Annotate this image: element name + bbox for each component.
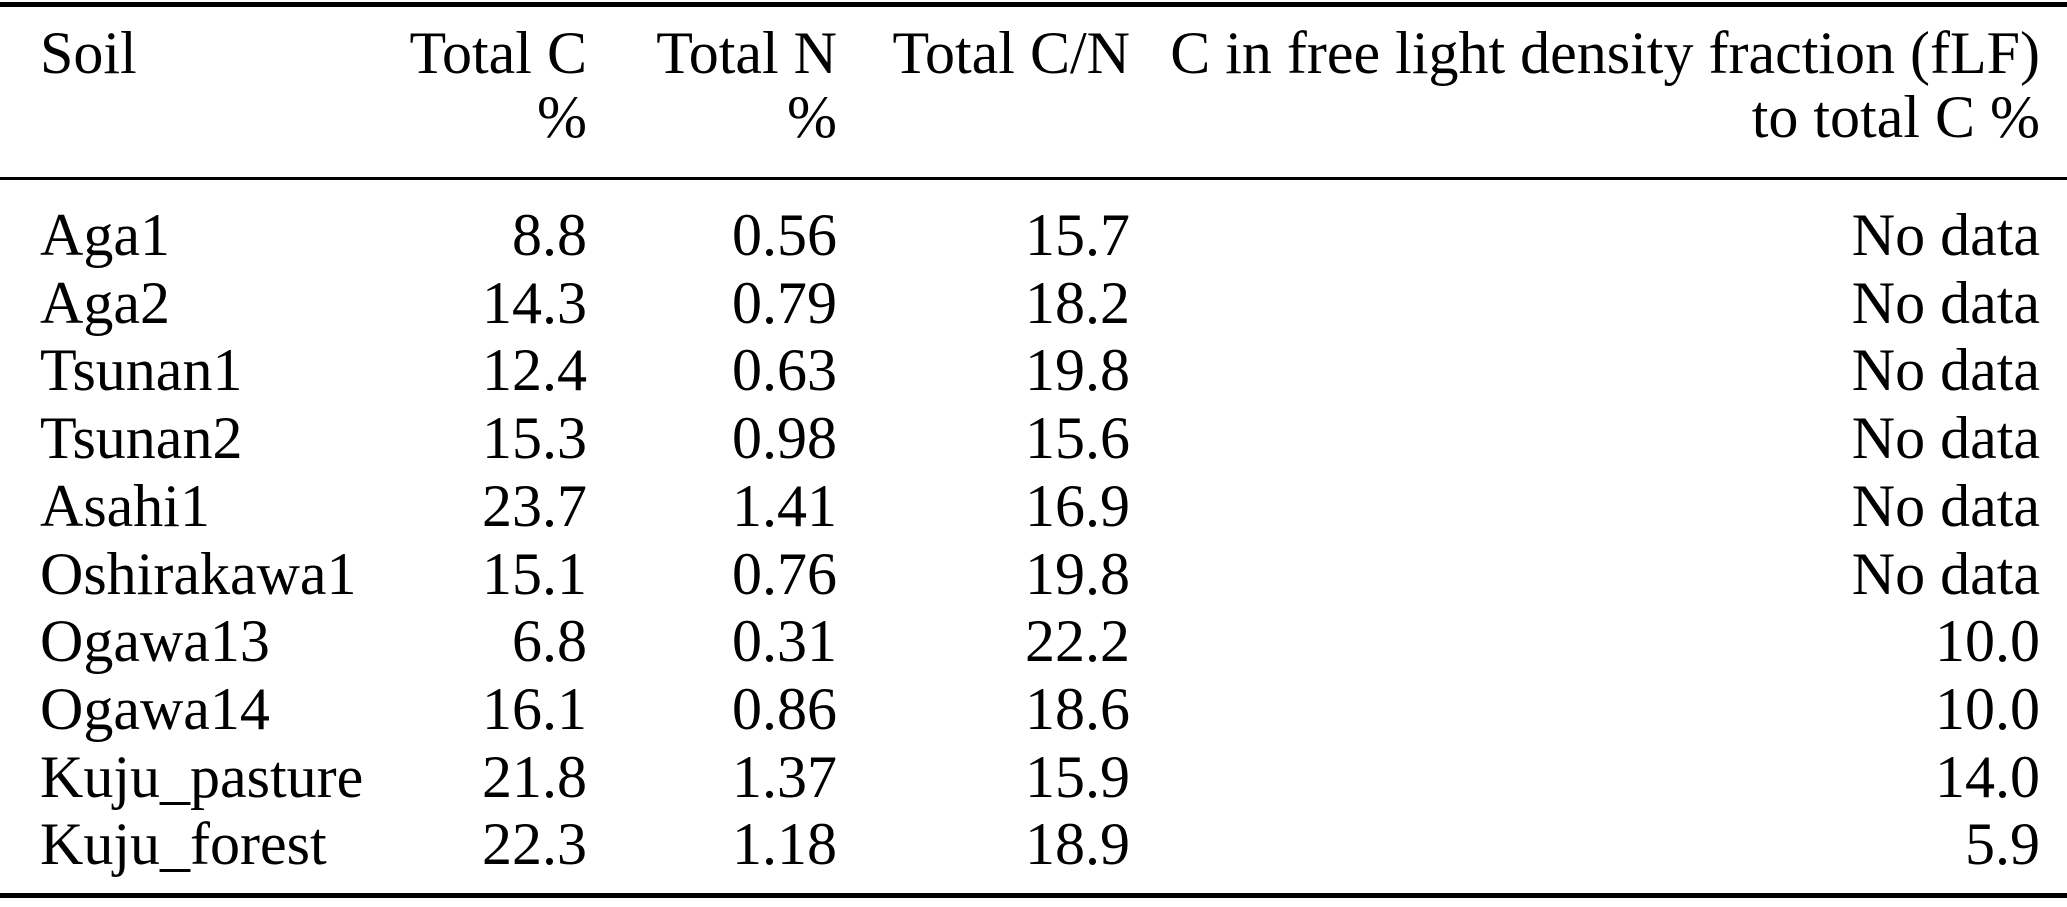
header-total-cn-unit	[837, 85, 1130, 179]
cell-total-n: 0.79	[732, 269, 837, 336]
cell-total-n: 0.56	[732, 202, 837, 268]
cell-soil: Aga1	[40, 202, 170, 268]
cell-total-cn: 16.9	[1025, 472, 1130, 539]
cell-soil: Ogawa13	[40, 608, 270, 675]
cell-soil: Ogawa14	[40, 675, 270, 742]
cell-total-c: 6.8	[512, 608, 587, 675]
cell-flf: No data	[1851, 202, 2040, 268]
header-row-2: % % to total C %	[0, 85, 2067, 179]
cell-soil: Asahi1	[40, 472, 210, 539]
cell-total-n: 0.63	[732, 337, 837, 404]
cell-total-cn: 22.2	[1025, 608, 1130, 675]
table-row: Kuju_pasture 21.8 1.37 15.9 14.0	[0, 744, 2067, 812]
header-soil: Soil	[40, 20, 137, 86]
cell-total-cn: 19.8	[1025, 540, 1130, 607]
cell-total-n: 1.18	[732, 811, 837, 878]
table-row: Aga1 8.8 0.56 15.7 No data	[0, 179, 2067, 270]
cell-total-n: 0.31	[732, 608, 837, 675]
cell-flf: No data	[1851, 472, 2040, 539]
cell-total-n: 1.41	[732, 472, 837, 539]
cell-total-c: 12.4	[482, 337, 587, 404]
table-row: Aga2 14.3 0.79 18.2 No data	[0, 270, 2067, 338]
cell-soil: Aga2	[40, 269, 170, 336]
cell-total-cn: 18.9	[1025, 811, 1130, 878]
cell-total-n: 1.37	[732, 743, 837, 810]
table-row: Tsunan1 12.4 0.63 19.8 No data	[0, 337, 2067, 405]
cell-total-n: 0.86	[732, 675, 837, 742]
header-flf-line1: C in free light density fraction (fLF)	[1170, 20, 2040, 86]
header-total-c-unit: %	[537, 84, 587, 150]
cell-total-c: 15.3	[482, 405, 587, 472]
cell-total-cn: 18.2	[1025, 269, 1130, 336]
cell-flf: 14.0	[1935, 743, 2040, 810]
header-soil-unit	[0, 85, 340, 179]
table-row: Ogawa14 16.1 0.86 18.6 10.0	[0, 676, 2067, 744]
header-total-c: Total C	[409, 20, 587, 86]
cell-total-cn: 19.8	[1025, 337, 1130, 404]
cell-soil: Tsunan2	[40, 405, 243, 472]
cell-total-cn: 15.7	[1025, 202, 1130, 268]
cell-total-cn: 15.6	[1025, 405, 1130, 472]
cell-total-cn: 18.6	[1025, 675, 1130, 742]
cell-flf: No data	[1851, 405, 2040, 472]
table-row: Ogawa13 6.8 0.31 22.2 10.0	[0, 608, 2067, 676]
cell-total-c: 21.8	[482, 743, 587, 810]
cell-total-c: 22.3	[482, 811, 587, 878]
table-row: Asahi1 23.7 1.41 16.9 No data	[0, 473, 2067, 541]
cell-soil: Tsunan1	[40, 337, 243, 404]
cell-soil: Kuju_pasture	[40, 743, 364, 810]
cell-flf: No data	[1851, 540, 2040, 607]
cell-total-c: 15.1	[482, 540, 587, 607]
cell-total-n: 0.76	[732, 540, 837, 607]
table-row: Tsunan2 15.3 0.98 15.6 No data	[0, 405, 2067, 473]
table-body: Aga1 8.8 0.56 15.7 No data Aga2 14.3 0.7…	[0, 179, 2067, 896]
table-row: Oshirakawa1 15.1 0.76 19.8 No data	[0, 541, 2067, 609]
cell-soil: Oshirakawa1	[40, 540, 357, 607]
header-row-1: Soil Total C Total N Total C/N C in free…	[0, 5, 2067, 86]
cell-total-c: 16.1	[482, 675, 587, 742]
cell-flf: 10.0	[1935, 675, 2040, 742]
header-flf-line2: to total C %	[1751, 84, 2040, 150]
header-total-n: Total N	[656, 20, 837, 86]
table-header: Soil Total C Total N Total C/N C in free…	[0, 5, 2067, 179]
cell-flf: 5.9	[1965, 811, 2040, 878]
cell-total-c: 8.8	[512, 202, 587, 268]
table-row: Kuju_forest 22.3 1.18 18.9 5.9	[0, 811, 2067, 895]
cell-flf: 10.0	[1935, 608, 2040, 675]
header-total-n-unit: %	[787, 84, 837, 150]
cell-total-n: 0.98	[732, 405, 837, 472]
cell-total-c: 23.7	[482, 472, 587, 539]
cell-flf: No data	[1851, 269, 2040, 336]
cell-soil: Kuju_forest	[40, 811, 327, 878]
cell-total-c: 14.3	[482, 269, 587, 336]
header-total-cn: Total C/N	[892, 20, 1130, 86]
cell-total-cn: 15.9	[1025, 743, 1130, 810]
cell-flf: No data	[1851, 337, 2040, 404]
